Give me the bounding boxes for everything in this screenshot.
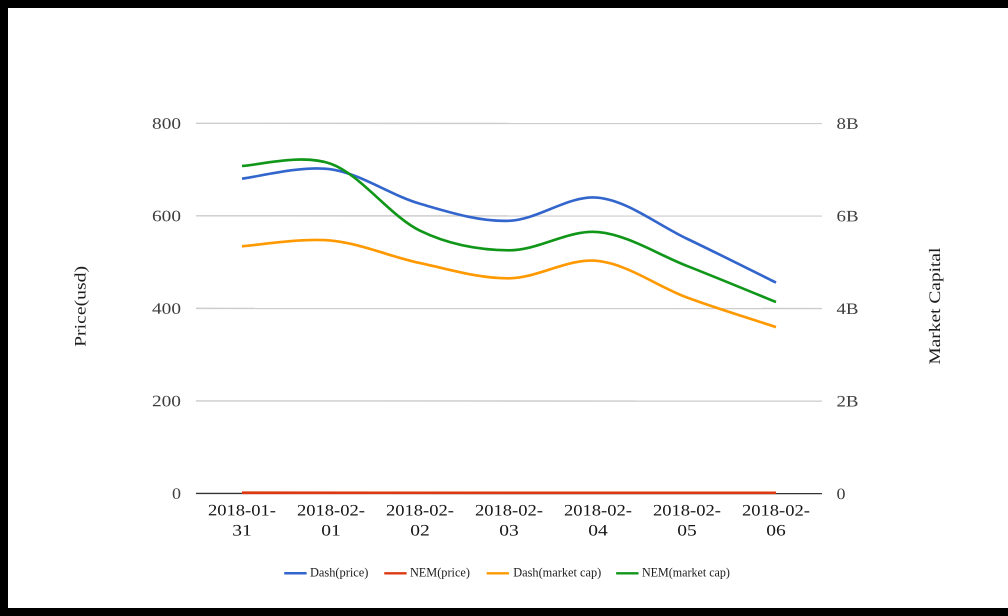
- svg-text:Dash(market cap): Dash(market cap): [513, 566, 601, 580]
- svg-text:2018-02-: 2018-02-: [475, 502, 543, 519]
- svg-text:01: 01: [321, 522, 341, 539]
- svg-text:31: 31: [232, 522, 252, 539]
- svg-text:NEM(market cap): NEM(market cap): [642, 566, 730, 580]
- svg-text:Dash(price): Dash(price): [310, 565, 369, 579]
- svg-text:2018-01-: 2018-01-: [208, 502, 276, 519]
- svg-text:2B: 2B: [836, 393, 858, 410]
- svg-text:03: 03: [499, 522, 519, 539]
- svg-text:4B: 4B: [836, 301, 858, 318]
- svg-text:Market Capital: Market Capital: [927, 247, 944, 365]
- svg-text:6B: 6B: [837, 208, 859, 225]
- svg-text:600: 600: [152, 208, 181, 225]
- svg-text:2018-02-: 2018-02-: [742, 503, 810, 520]
- svg-text:200: 200: [152, 393, 181, 410]
- svg-text:NEM(price): NEM(price): [410, 565, 470, 579]
- svg-text:8B: 8B: [837, 116, 859, 133]
- svg-text:800: 800: [152, 116, 181, 133]
- svg-text:2018-02-: 2018-02-: [386, 502, 454, 519]
- svg-text:05: 05: [677, 523, 697, 540]
- svg-text:0: 0: [172, 486, 181, 503]
- svg-text:02: 02: [410, 522, 430, 539]
- svg-text:2018-02-: 2018-02-: [653, 503, 721, 520]
- svg-text:2018-02-: 2018-02-: [564, 503, 632, 520]
- svg-text:2018-02-: 2018-02-: [297, 502, 365, 519]
- svg-text:Price(usd): Price(usd): [72, 266, 89, 347]
- svg-text:400: 400: [152, 301, 181, 318]
- svg-text:06: 06: [766, 523, 786, 540]
- svg-text:04: 04: [588, 523, 608, 540]
- svg-text:0: 0: [836, 486, 845, 503]
